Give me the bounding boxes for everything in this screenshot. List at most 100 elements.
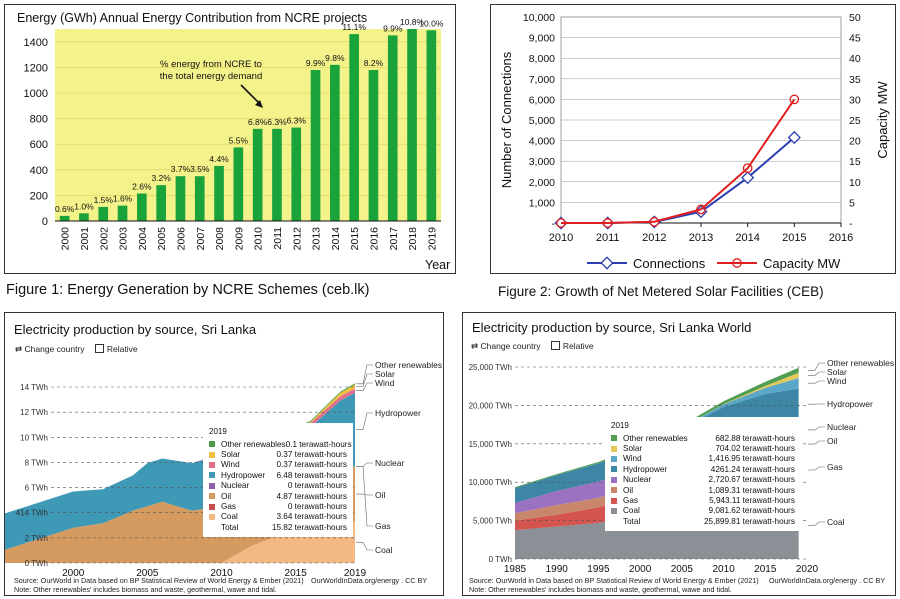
y-tick-label: 14 TWh — [20, 383, 48, 392]
tooltip-swatch — [209, 503, 215, 510]
tooltip-swatch — [611, 435, 617, 442]
label-leader — [356, 364, 373, 385]
x-tick-label: 2020 — [796, 564, 819, 575]
data-label: 9.9% — [306, 58, 326, 68]
tooltip-value: 704.02 terawatt-hours — [715, 444, 795, 454]
tooltip-row: Total 15.82 terawatt-hours — [209, 522, 347, 532]
area-solar — [515, 372, 799, 489]
series-end-label: Hydropower — [375, 408, 421, 418]
tooltip-series-name: Hydropower — [623, 464, 668, 474]
x-tick-label: 2000 — [60, 227, 72, 251]
bar — [426, 30, 437, 222]
bar — [272, 128, 282, 221]
figure4-credit[interactable]: OurWorldInData.org/energy . CC BY — [769, 576, 886, 585]
tooltip-swatch — [209, 472, 215, 479]
series-line — [561, 98, 796, 224]
label-leader — [356, 466, 373, 527]
y-tick-label: 1,000 — [529, 197, 555, 209]
y-tick-label: 10,000 TWh — [469, 478, 512, 487]
bar — [156, 185, 166, 221]
connections-point — [787, 130, 801, 145]
y-tick-label: - — [552, 218, 556, 230]
label-leader — [356, 382, 373, 391]
change-country-label: Change country — [480, 341, 541, 351]
y-tick-label: 3,000 — [529, 156, 555, 168]
series-end-label: Other renewables — [375, 360, 442, 370]
tooltip-value: 2,720.67 terawatt-hours — [708, 475, 795, 485]
figure3-controls: ⇄ Change country Relative — [15, 344, 138, 355]
x-tick-label: 2017 — [388, 227, 400, 251]
x-tick-label: 2019 — [344, 568, 367, 579]
figure3-panel: Electricity production by source, Sri La… — [4, 312, 444, 596]
label-leader — [808, 371, 825, 376]
label-leader — [356, 542, 373, 551]
label-leader — [808, 380, 825, 384]
y-tick-label: 0 TWh — [25, 559, 48, 568]
data-label: 10.0% — [419, 18, 444, 28]
series-end-label: Coal — [827, 517, 845, 527]
change-country-button[interactable]: ⇄ Change country — [15, 344, 85, 355]
relative-toggle[interactable]: Relative — [543, 341, 594, 351]
tooltip-value: 1,416.95 terawatt-hours — [708, 454, 795, 464]
figure2-line-chart: - 1,000 2,000 3,000 4,000 5,000 6,000 7,000 8,00… — [499, 12, 890, 271]
tooltip-series-name: Coal — [221, 512, 238, 522]
tooltip-value: 1,089.31 terawatt-hours — [708, 485, 795, 495]
legend-label: Capacity MW — [763, 256, 841, 271]
bar — [407, 29, 417, 221]
x-tick-label: 2005 — [156, 227, 168, 251]
tooltip-value: 0.37 terawatt-hours — [276, 450, 347, 460]
label-leader — [808, 362, 825, 371]
figure1-panel: Energy (GWh) Annual Energy Contribution … — [4, 4, 456, 274]
y-tick-label: 10,000 — [523, 12, 555, 24]
x-tick-label: 2008 — [214, 227, 226, 251]
series-end-label: Nuclear — [827, 422, 856, 432]
tooltip-series-name: Oil — [623, 485, 634, 495]
y-tick-label: 7,000 — [529, 74, 555, 86]
figure2-panel: - 1,000 2,000 3,000 4,000 5,000 6,000 7,000 8,00… — [490, 4, 896, 274]
y2-tick-label: 15 — [849, 156, 861, 168]
checkbox-icon — [550, 341, 560, 350]
tooltip-row: Solar 0.37 terawatt-hours — [209, 449, 347, 459]
x-axis-label: Year — [425, 258, 450, 272]
capacity-point — [602, 218, 613, 228]
series-end-label: Gas — [827, 462, 843, 472]
x-tick-label: 2000 — [62, 568, 85, 579]
tooltip-row: Gas 0 terawatt-hours — [209, 501, 347, 511]
figure4-source: Source: OurWorld in Data based on BP Sta… — [469, 576, 759, 594]
bar — [117, 205, 128, 221]
y-tick-label: 400 — [30, 165, 48, 177]
bar — [387, 35, 398, 222]
y-tick-label: 15,000 TWh — [469, 440, 512, 449]
series-end-label: Wind — [827, 376, 847, 386]
y2-tick-label: 5 — [849, 197, 855, 209]
data-label: 1.0% — [74, 201, 94, 211]
change-country-button[interactable]: ⇄ Change country — [471, 341, 541, 352]
y-tick-label: 20,000 TWh — [469, 401, 512, 410]
y2-tick-label: 40 — [849, 53, 861, 65]
figure3-note-line: Note: Other renewables' includes biomass… — [14, 585, 277, 594]
tooltip-series-name: Hydropower — [221, 470, 266, 480]
y-tick-label: 8 TWh — [25, 458, 48, 467]
x-tick-label: 2015 — [754, 564, 777, 575]
series-end-label: Hydropower — [827, 399, 873, 409]
figure4-title: Electricity production by source, Sri La… — [472, 320, 752, 335]
data-label: 8.2% — [364, 58, 384, 68]
legend-label: Connections — [633, 256, 706, 271]
tooltip-series-name: Gas — [623, 496, 639, 506]
area-coal — [5, 518, 355, 563]
bar — [368, 69, 379, 222]
label-leader — [808, 521, 825, 526]
connections-point — [741, 171, 755, 185]
relative-toggle[interactable]: Relative — [87, 344, 138, 354]
y-tick-label: 6,000 — [529, 94, 555, 106]
x-tick-label: 1995 — [587, 564, 610, 575]
checkbox-icon — [94, 344, 104, 353]
capacity-point — [649, 216, 660, 227]
data-label: 1.6% — [113, 194, 133, 204]
figure3-credit[interactable]: OurWorldInData.org/energy . CC BY — [311, 576, 428, 585]
x-tick-label: 2012 — [642, 232, 666, 244]
x-tick-label: 2011 — [272, 227, 284, 250]
y2-tick-label: 45 — [849, 33, 861, 45]
annotation-arrow — [240, 84, 262, 106]
data-label: 4.4% — [209, 154, 229, 164]
